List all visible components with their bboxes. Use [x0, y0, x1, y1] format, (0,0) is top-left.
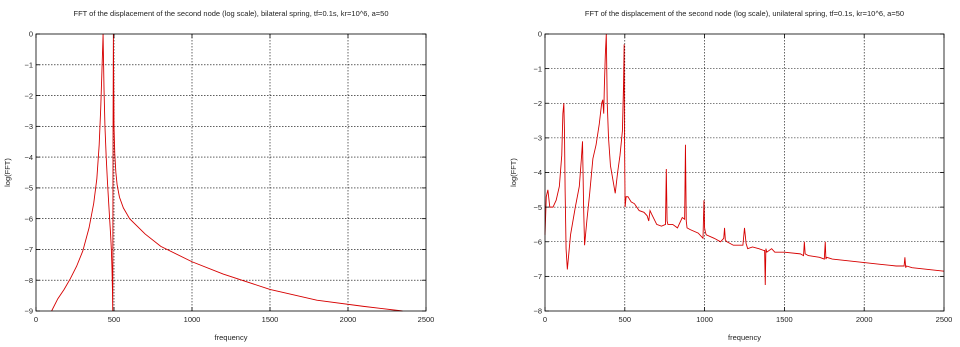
x-tick-label: 2000	[340, 315, 357, 324]
x-axis-label: frequency	[728, 333, 761, 342]
y-tick-label: −6	[533, 237, 542, 246]
y-tick-label: 0	[538, 30, 542, 39]
x-tick-label: 2000	[856, 315, 873, 324]
x-tick-label: 2500	[936, 315, 953, 324]
y-tick-label: −6	[24, 214, 33, 223]
y-tick-label: −4	[24, 153, 33, 162]
series-line-1	[51, 33, 403, 312]
x-tick-label: 500	[619, 315, 632, 324]
y-tick-label: −9	[24, 307, 33, 316]
y-tick-label: −7	[533, 272, 542, 281]
y-tick-label: −3	[24, 122, 33, 131]
y-tick-label: −3	[533, 134, 542, 143]
y-tick-label: −7	[24, 245, 33, 254]
y-tick-label: −2	[533, 99, 542, 108]
chart-title: FFT of the displacement of the second no…	[73, 9, 388, 18]
x-tick-label: 1500	[776, 315, 793, 324]
y-tick-label: −5	[533, 203, 542, 212]
plot-frame	[35, 33, 427, 312]
x-tick-label: 0	[34, 315, 38, 324]
y-tick-label: −5	[24, 184, 33, 193]
chart-title: FFT of the displacement of the second no…	[585, 9, 904, 18]
y-tick-label: −1	[24, 60, 33, 69]
y-tick-label: −2	[24, 91, 33, 100]
x-tick-label: 1500	[262, 315, 279, 324]
x-tick-label: 1000	[696, 315, 713, 324]
y-tick-label: 0	[29, 30, 33, 39]
y-tick-label: −8	[24, 276, 33, 285]
x-tick-label: 500	[108, 315, 121, 324]
y-tick-label: −8	[533, 307, 542, 316]
x-tick-label: 1000	[184, 315, 201, 324]
x-tick-label: 0	[543, 315, 547, 324]
x-tick-label: 2500	[418, 315, 435, 324]
series-line-1	[544, 33, 945, 286]
y-axis-label: log(FFT)	[3, 158, 12, 187]
y-axis-label: log(FFT)	[509, 158, 518, 187]
chart-2: FFT of the displacement of the second no…	[509, 9, 952, 342]
grid	[36, 34, 426, 311]
y-tick-label: −4	[533, 168, 542, 177]
chart-1: FFT of the displacement of the second no…	[3, 9, 434, 342]
y-tick-label: −1	[533, 64, 542, 73]
x-axis-label: frequency	[215, 333, 248, 342]
